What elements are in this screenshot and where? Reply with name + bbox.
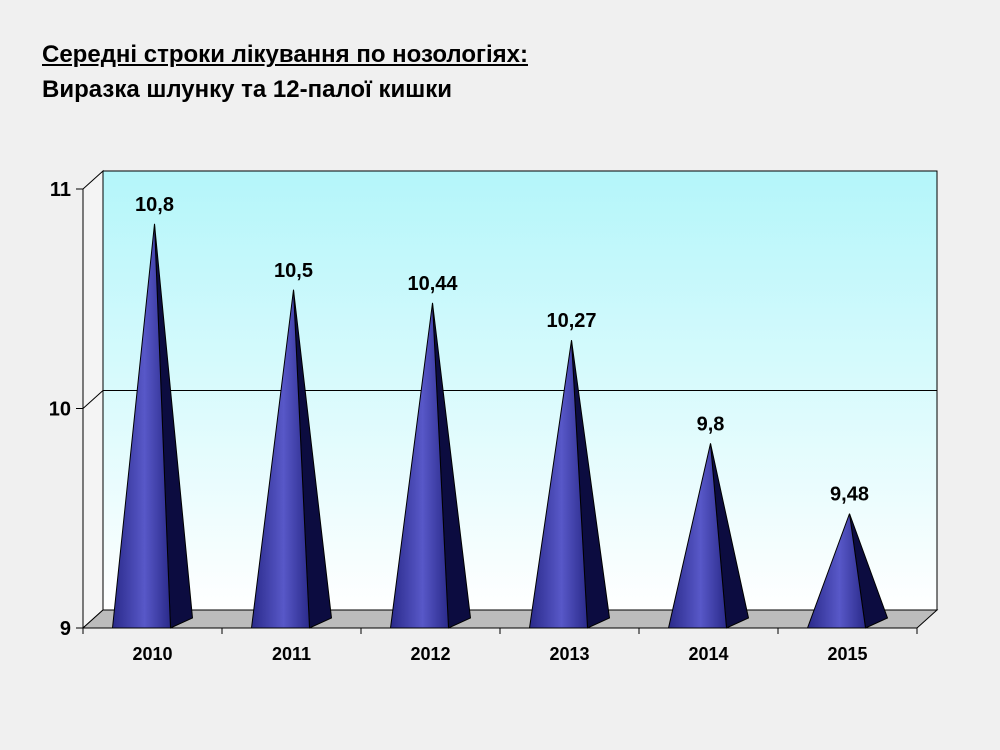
cone-2015 bbox=[806, 513, 889, 629]
chart-title: Середні строки лікування по нозологіях: bbox=[42, 41, 528, 68]
data-label-0: 10,8 bbox=[135, 194, 174, 216]
chart-subtitle: Виразка шлунку та 12-палої кишки bbox=[42, 76, 452, 103]
cone-body-4 bbox=[667, 443, 728, 629]
data-label-4: 9,8 bbox=[697, 413, 725, 435]
cone-body-1 bbox=[250, 289, 311, 629]
x-tick-label-5: 2015 bbox=[827, 644, 867, 664]
cone-body-5 bbox=[806, 513, 867, 629]
cone-body-2 bbox=[389, 302, 450, 629]
data-label-3: 10,27 bbox=[546, 310, 596, 332]
x-tick-label-3: 2013 bbox=[549, 644, 589, 664]
cone-2013 bbox=[528, 340, 611, 629]
title-block: Середні строки лікування по нозологіях: … bbox=[42, 40, 528, 105]
cone-body-3 bbox=[528, 340, 589, 629]
y-tick-label-2: 11 bbox=[50, 179, 71, 201]
cone-2012 bbox=[389, 302, 472, 629]
x-tick-label-0: 2010 bbox=[132, 644, 172, 664]
x-tick-label-2: 2012 bbox=[410, 644, 450, 664]
cone-body-0 bbox=[111, 223, 172, 629]
data-label-2: 10,44 bbox=[407, 273, 458, 295]
x-tick-label-1: 2011 bbox=[272, 644, 311, 664]
y-tick-label-1: 10 bbox=[49, 399, 71, 421]
data-label-5: 9,48 bbox=[830, 484, 869, 506]
gridline-side-1 bbox=[82, 390, 104, 409]
x-tick-label-4: 2014 bbox=[688, 644, 728, 664]
cone-2010 bbox=[111, 223, 194, 629]
y-tick-label-0: 9 bbox=[60, 618, 71, 640]
data-label-1: 10,5 bbox=[274, 260, 313, 282]
cone-2014 bbox=[667, 443, 750, 629]
cone-2011 bbox=[250, 289, 333, 629]
